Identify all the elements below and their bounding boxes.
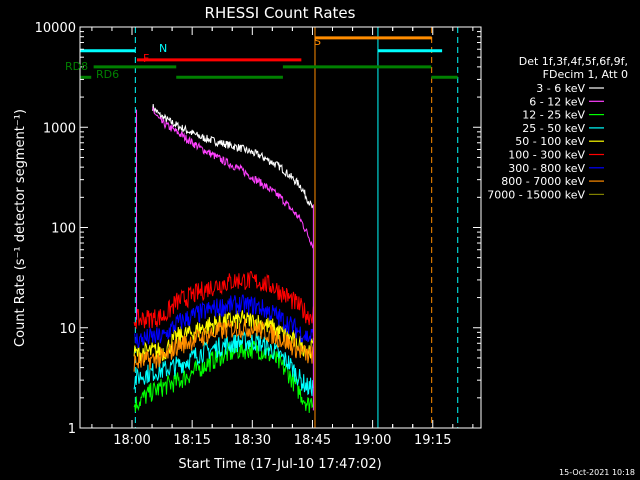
y-tick-label-4: 10000 [35,21,76,36]
label-rd6: RD6 [96,68,119,81]
y-tick-label-2: 100 [51,222,76,237]
legend-label-1: 6 - 12 keV [529,95,585,108]
label-s: S [314,35,321,48]
label-n: N [159,42,167,55]
x-tick-label-1: 18:15 [173,433,210,448]
y-tick-label-0: 1 [68,422,76,437]
legend-header-line-1: Det 1f,3f,4f,5f,6f,9f, [519,55,628,68]
label-f: F [143,52,149,65]
legend-label-2: 12 - 25 keV [522,109,585,122]
x-axis-label: Start Time (17-Jul-10 17:47:02) [178,457,381,472]
y-axis-label: Count Rate (s⁻¹ detector segment⁻¹) [13,109,28,347]
legend-label-4: 50 - 100 keV [515,135,585,148]
x-tick-label-0: 18:00 [113,433,150,448]
footer-timestamp: 15-Oct-2021 10:18 [559,468,635,477]
legend-label-7: 800 - 7000 keV [501,175,585,188]
legend-label-6: 300 - 800 keV [508,162,585,175]
series-layer [133,104,314,413]
series-line-5 [133,271,314,329]
series-line-2 [133,339,314,413]
series-line-1 [152,107,314,249]
x-tick-label-5: 19:15 [414,433,451,448]
plot-frame [79,26,482,429]
series-line-0 [152,104,314,209]
chart-title: RHESSI Count Rates [205,4,356,22]
legend: Det 1f,3f,4f,5f,6f,9f, FDecim 1, Att 0 3… [487,55,628,201]
legend-label-8: 7000 - 15000 keV [487,188,585,201]
y-tick-label-3: 1000 [43,121,76,136]
series-line-6 [133,294,314,349]
label-rd8: RD8 [65,60,88,73]
annotation-layer [80,27,459,428]
x-tick-label-3: 18:45 [294,433,331,448]
tick-layer: 18:00 18:15 18:30 18:45 19:00 19:15 1 10 100 1000… [35,21,481,448]
legend-label-0: 3 - 6 keV [536,82,585,95]
y-tick-label-1: 10 [59,322,76,337]
legend-label-5: 100 - 300 keV [508,149,585,162]
annotation-letters: N F S RD8 RD6 [65,35,321,81]
legend-label-3: 25 - 50 keV [522,122,585,135]
series-line-3 [133,331,314,397]
x-tick-label-4: 19:00 [354,433,391,448]
series-line-4 [133,310,314,364]
x-tick-label-2: 18:30 [234,433,271,448]
series-line-7 [133,318,314,372]
legend-header-line-2: FDecim 1, Att 0 [543,68,628,81]
